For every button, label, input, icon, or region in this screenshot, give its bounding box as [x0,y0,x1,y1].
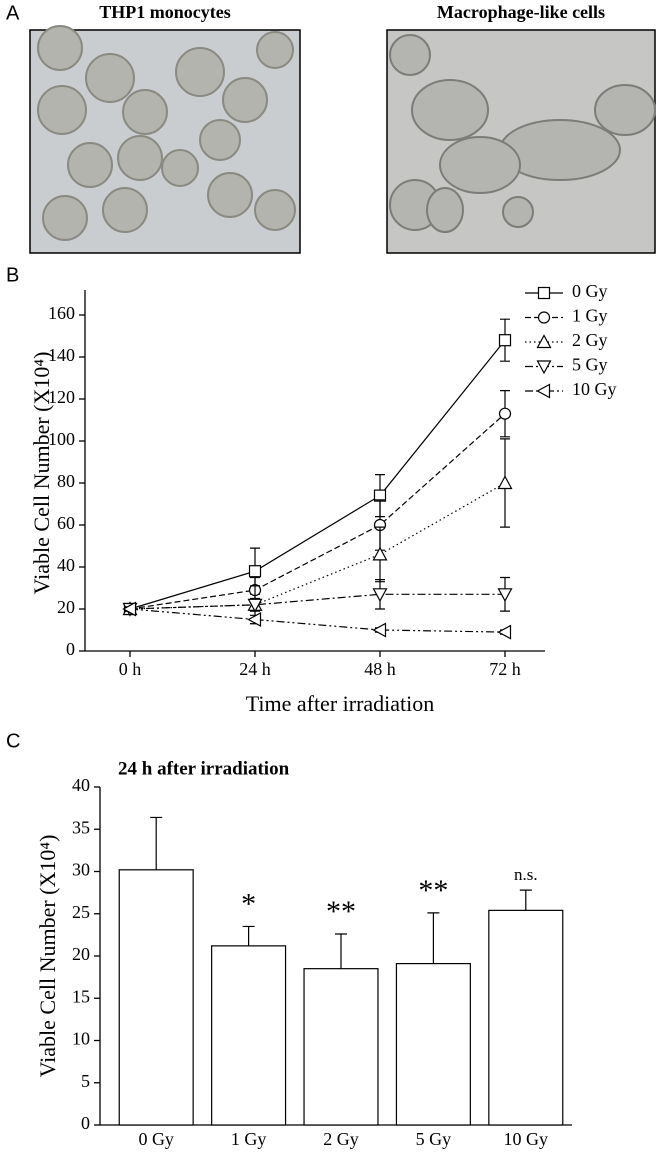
legend-label: 10 Gy [572,379,617,399]
y-tick-label: 40 [57,555,75,575]
y-tick-label: 60 [57,513,75,533]
y-tick-label: 5 [81,1071,90,1091]
legend-label: 5 Gy [572,355,608,375]
y-tick-label: 20 [57,597,75,617]
y-tick-label: 100 [48,429,75,449]
y-tick-label: 30 [72,860,90,880]
marker [372,546,388,561]
bar [303,968,379,1126]
series-line [129,608,506,633]
y-tick-label: 120 [48,387,75,407]
legend-marker [537,286,551,300]
panel-label: C [6,730,20,752]
y-tick-label: 15 [72,986,90,1006]
x-axis-label: Time after irradiation [246,691,435,716]
bar [211,945,287,1126]
significance-label: ** [418,874,448,907]
series-line [129,339,506,610]
axis [84,290,545,652]
bar [488,909,564,1126]
y-tick-label: 40 [72,775,90,795]
marker [247,611,262,628]
bar [118,869,194,1126]
panel-label: A [6,2,20,24]
marker [498,334,512,347]
y-axis-label: Viable Cell Number (X10⁴) [35,835,60,1078]
series-line [129,593,505,610]
y-tick-label: 0 [66,639,75,659]
legend-label: 2 Gy [572,330,608,350]
marker [372,588,388,603]
chart-title: 24 h after irradiation [118,758,290,779]
y-tick-label: 160 [48,303,75,323]
marker [247,598,263,613]
series-line [129,482,506,610]
significance-label: ** [326,895,356,928]
error-bar [519,889,532,911]
x-tick-label: 48 h [364,659,396,679]
x-tick-label: 72 h [489,659,521,679]
x-tick-label: 0 Gy [138,1129,174,1149]
marker [498,407,512,420]
micrograph [386,29,656,254]
legend-label: 0 Gy [572,281,608,301]
error-bar [427,912,440,964]
marker [248,565,262,578]
legend-marker [536,383,551,399]
y-tick-label: 35 [72,817,90,837]
x-tick-label: 2 Gy [323,1129,359,1149]
legend-marker [537,311,551,324]
marker [497,475,513,490]
series-line [129,413,506,610]
significance-label: n.s. [514,865,538,884]
marker [497,624,512,640]
error-bar [335,933,347,969]
y-tick-label: 140 [48,345,75,365]
image-title: Macrophage-like cells [437,2,605,22]
error-bar [150,816,163,870]
marker [372,622,387,638]
y-tick-label: 10 [72,1029,90,1049]
legend-label: 1 Gy [572,306,608,326]
y-tick-label: 20 [72,944,90,964]
legend-marker [536,334,552,349]
x-tick-label: 0 h [119,659,142,679]
x-tick-label: 10 Gy [504,1129,549,1149]
x-tick-label: 1 Gy [231,1129,267,1149]
y-axis-label: Viable Cell Number (X10⁴) [29,352,54,595]
marker [122,601,137,617]
error-bar [242,925,255,946]
bar [395,963,471,1126]
legend-marker [536,360,552,375]
significance-label: * [241,887,256,920]
x-tick-label: 5 Gy [416,1129,452,1149]
y-tick-label: 0 [81,1113,90,1133]
micrograph [29,25,301,254]
y-tick-label: 25 [72,902,90,922]
marker [497,588,513,603]
image-title: THP1 monocytes [99,2,230,22]
x-tick-label: 24 h [239,659,271,679]
y-tick-label: 80 [57,471,75,491]
panel-label: B [6,264,19,286]
